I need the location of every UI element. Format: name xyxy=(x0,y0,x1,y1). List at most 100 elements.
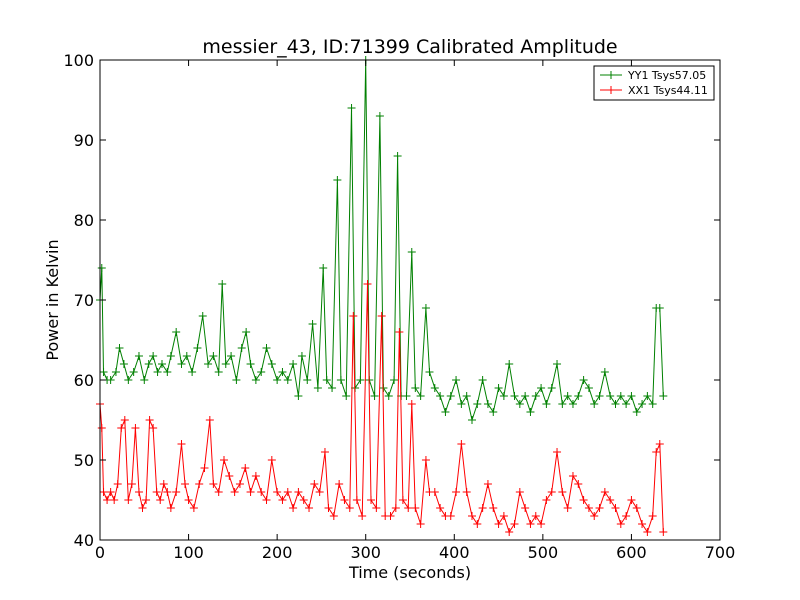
data-point xyxy=(181,480,190,488)
chart-title: messier_43, ID:71399 Calibrated Amplitud… xyxy=(202,36,617,58)
data-point xyxy=(119,360,128,368)
data-point xyxy=(655,440,664,448)
data-point xyxy=(600,368,609,376)
x-tick-label: 400 xyxy=(439,543,470,562)
data-point xyxy=(230,488,239,496)
series-line xyxy=(99,59,664,422)
data-point xyxy=(452,488,461,496)
data-point xyxy=(166,352,175,360)
data-point xyxy=(120,416,129,424)
data-point xyxy=(542,496,551,504)
data-point xyxy=(411,384,420,392)
data-point xyxy=(407,248,416,256)
data-point xyxy=(103,496,112,504)
data-point xyxy=(489,504,498,512)
y-tick-label: 70 xyxy=(74,291,94,310)
y-tick-label: 90 xyxy=(74,131,94,150)
data-point xyxy=(127,480,136,488)
data-point xyxy=(294,488,303,496)
data-point xyxy=(436,392,445,400)
data-point xyxy=(627,392,636,400)
data-point xyxy=(142,496,151,504)
data-point xyxy=(163,488,172,496)
data-point xyxy=(489,408,498,416)
data-point xyxy=(377,312,386,320)
data-point xyxy=(411,504,420,512)
data-point xyxy=(115,344,124,352)
data-point xyxy=(145,416,154,424)
data-point xyxy=(166,504,175,512)
data-point xyxy=(299,496,308,504)
data-point xyxy=(278,496,287,504)
data-point xyxy=(390,376,399,384)
data-point xyxy=(372,504,381,512)
data-point xyxy=(425,368,434,376)
legend-box xyxy=(593,65,715,101)
data-point xyxy=(659,528,668,536)
data-point xyxy=(322,376,331,384)
data-point xyxy=(367,496,376,504)
data-point xyxy=(499,512,508,520)
data-point xyxy=(505,528,514,536)
data-point xyxy=(638,520,647,528)
data-point xyxy=(320,448,329,456)
data-point xyxy=(159,480,168,488)
data-point xyxy=(97,264,106,272)
x-tick-label: 100 xyxy=(173,543,204,562)
data-point xyxy=(515,400,524,408)
data-point xyxy=(468,512,476,520)
x-tick-label: 500 xyxy=(528,543,559,562)
data-point xyxy=(124,376,133,384)
data-point xyxy=(289,504,298,512)
data-point xyxy=(177,440,186,448)
data-point xyxy=(205,416,214,424)
data-point xyxy=(106,488,115,496)
data-point xyxy=(521,392,530,400)
data-point xyxy=(483,400,492,408)
data-point xyxy=(595,504,604,512)
data-point xyxy=(537,520,546,528)
data-point xyxy=(395,328,404,336)
data-point xyxy=(345,504,354,512)
data-point xyxy=(648,400,657,408)
data-point xyxy=(606,496,615,504)
data-point xyxy=(163,368,172,376)
data-point xyxy=(393,152,402,160)
data-point xyxy=(262,496,271,504)
data-point xyxy=(99,488,108,496)
x-tick-label: 600 xyxy=(616,543,647,562)
data-point xyxy=(563,392,572,400)
data-point xyxy=(251,376,260,384)
data-point xyxy=(289,360,298,368)
data-point xyxy=(648,512,657,520)
data-point xyxy=(616,392,625,400)
data-point xyxy=(97,424,106,432)
data-point xyxy=(182,352,191,360)
data-point xyxy=(416,520,425,528)
data-point xyxy=(140,376,149,384)
data-point xyxy=(204,360,213,368)
data-point xyxy=(446,392,455,400)
axes: 0 100 200 300 400 500 600 700 40 50 60 70 80 90 100 xyxy=(63,51,735,562)
data-point xyxy=(99,368,108,376)
data-point xyxy=(452,376,461,384)
data-point xyxy=(436,504,445,512)
data-point xyxy=(542,400,551,408)
data-point xyxy=(232,376,241,384)
data-point xyxy=(478,504,487,512)
data-point xyxy=(189,504,198,512)
data-point xyxy=(267,360,276,368)
x-tick-label: 200 xyxy=(262,543,293,562)
data-point xyxy=(237,344,246,352)
data-point xyxy=(638,400,647,408)
data-point xyxy=(643,528,652,536)
legend-entry: YY1 Tsys57.05 xyxy=(627,69,706,82)
data-point xyxy=(262,344,271,352)
data-point xyxy=(305,504,314,512)
data-point xyxy=(227,352,236,360)
data-point xyxy=(568,400,577,408)
legend: YY1 Tsys57.05 XX1 Tsys44.11 xyxy=(593,65,715,101)
data-point xyxy=(375,112,384,120)
x-tick-label: 700 xyxy=(705,543,736,562)
